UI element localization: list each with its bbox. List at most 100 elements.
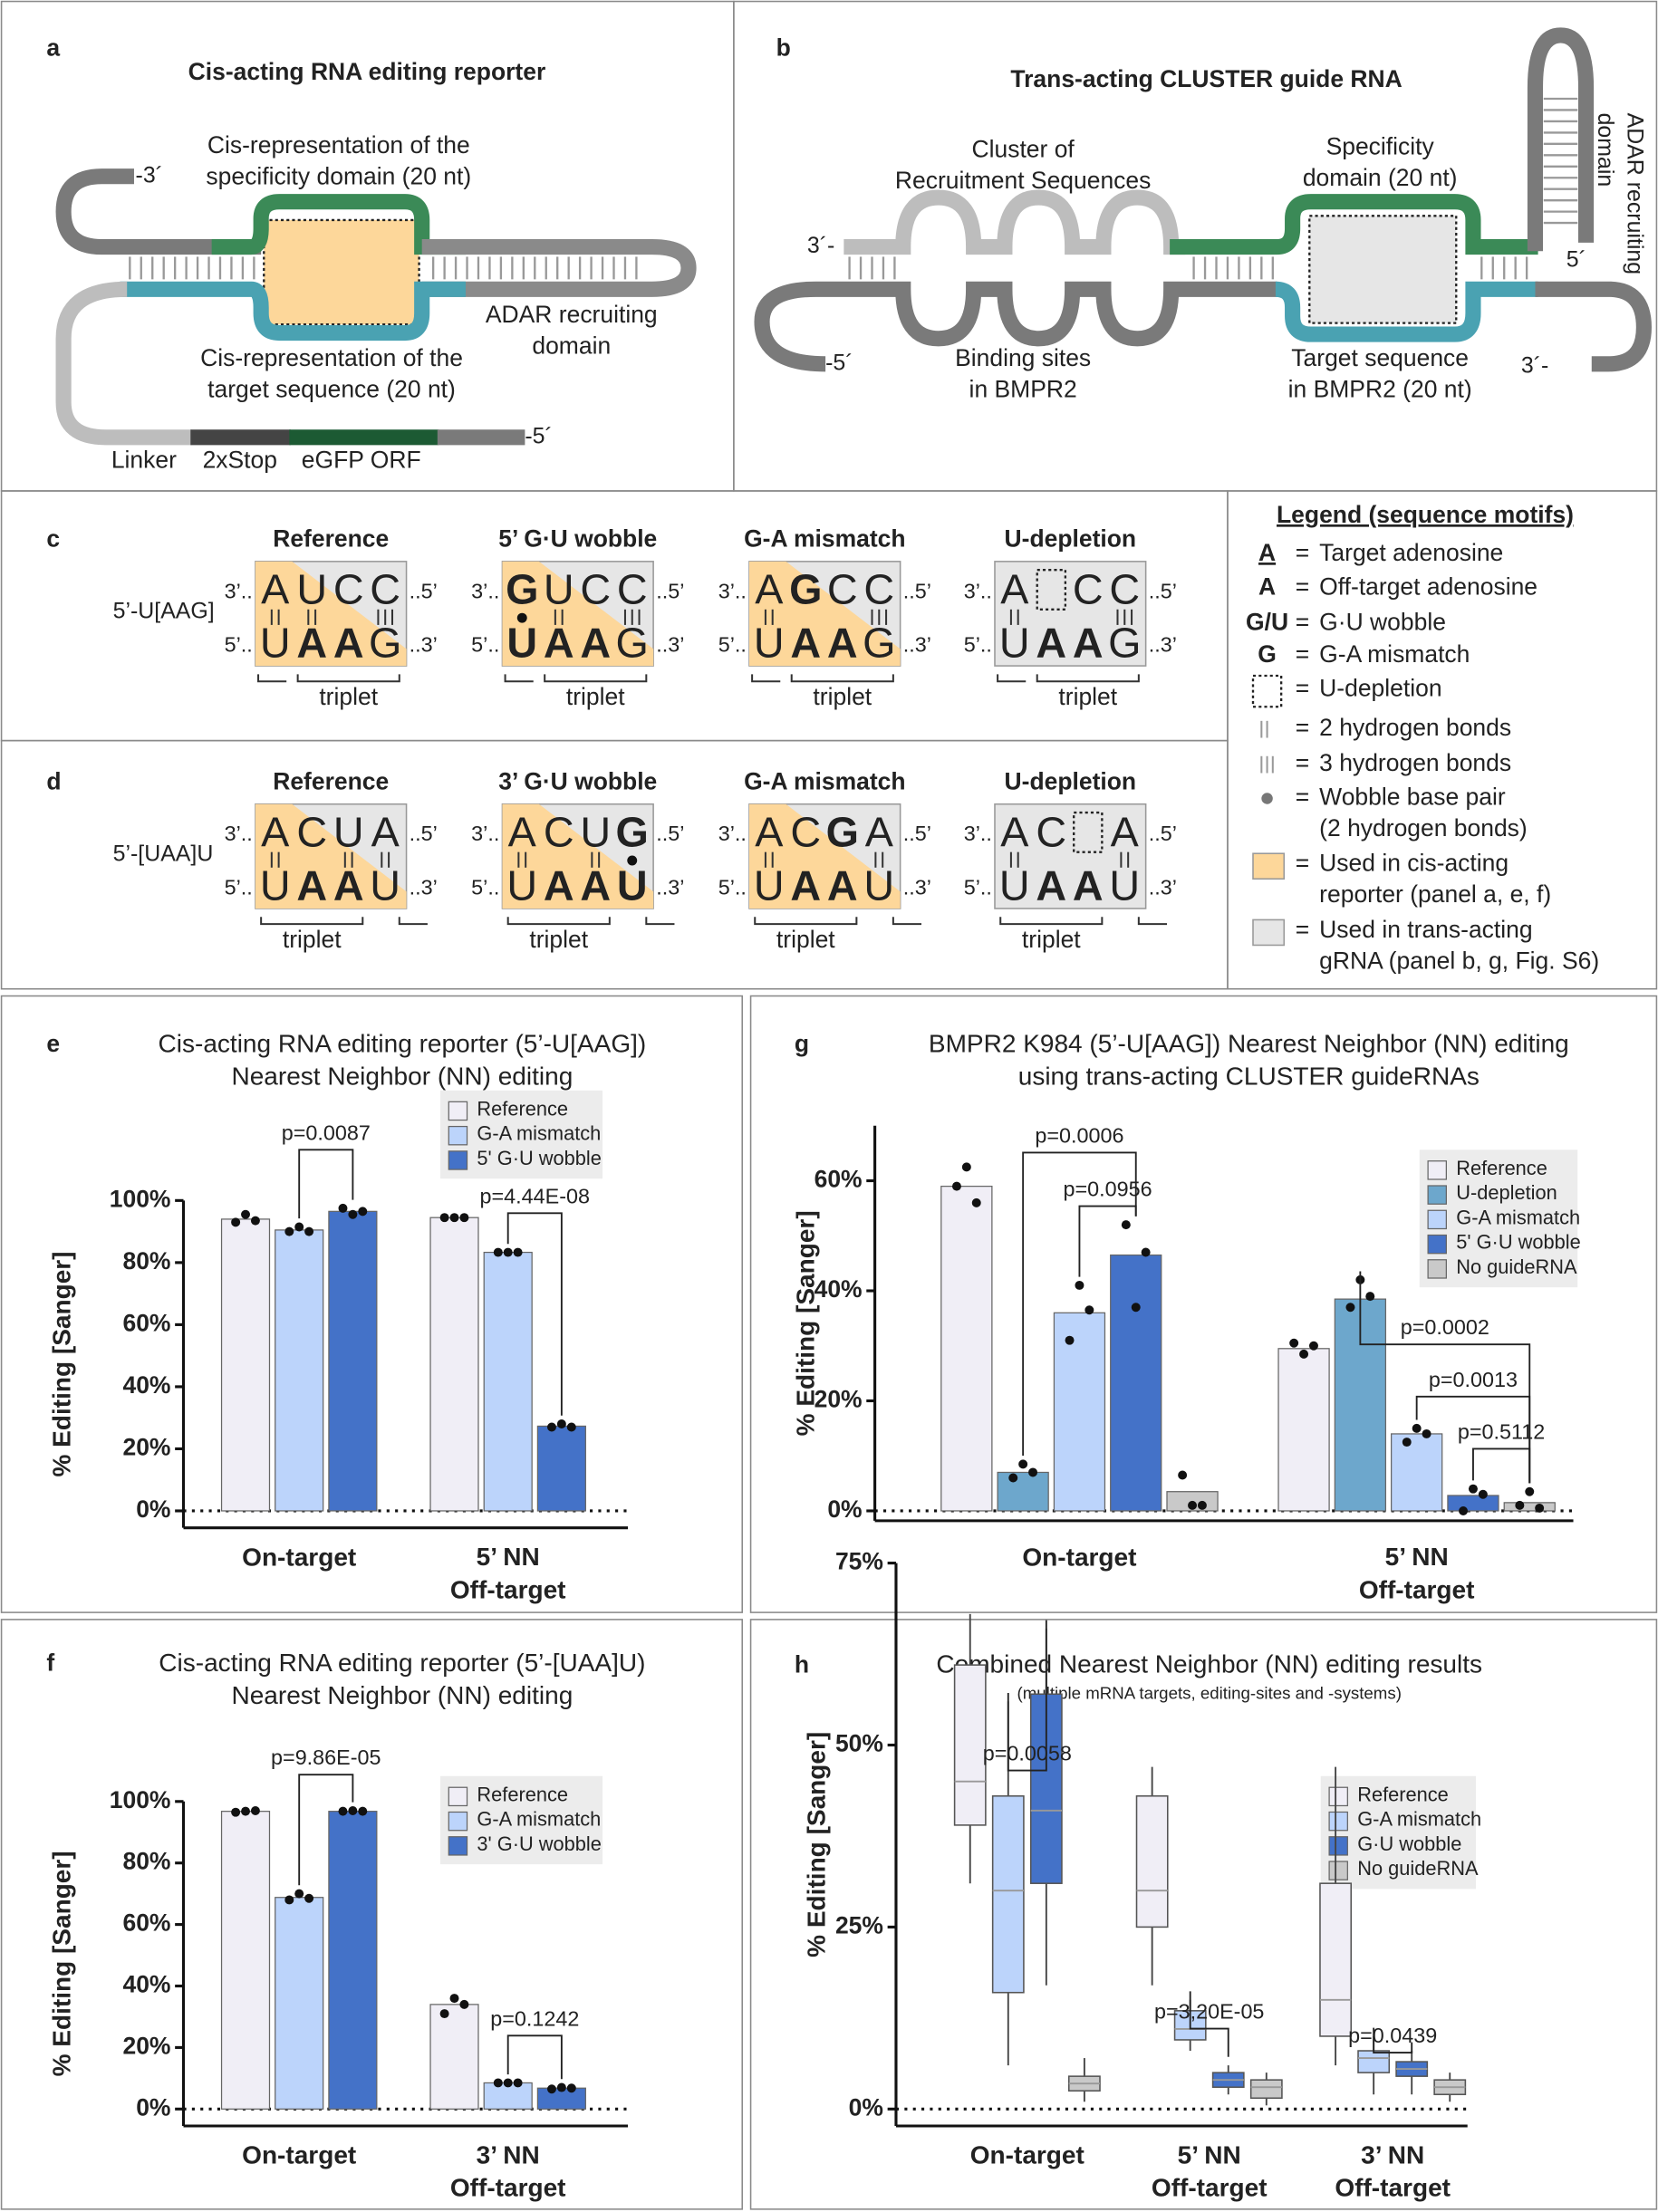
label: c <box>46 524 60 552</box>
data-point <box>348 1209 358 1219</box>
u-depletion <box>1036 569 1067 611</box>
panel-frame <box>749 995 1658 1613</box>
label: G-A mismatch <box>1319 640 1470 668</box>
significance-bracket <box>506 1212 563 1416</box>
base: U <box>863 862 894 909</box>
y-tick-label: 0% <box>136 2093 170 2121</box>
base: A <box>371 808 400 855</box>
legend-swatch <box>448 1811 468 1832</box>
label: ..3’ <box>903 875 931 899</box>
triplet-bracket <box>790 674 894 683</box>
label: triplet <box>283 926 342 953</box>
context-bracket <box>504 674 534 683</box>
legend-label: No guideRNA <box>1456 1255 1577 1278</box>
significance-bracket <box>298 1774 354 1886</box>
reporter-shade <box>749 803 901 909</box>
data-point <box>241 1209 250 1219</box>
box <box>1357 2050 1391 2073</box>
bar <box>1053 1312 1106 1512</box>
specificity-box <box>1308 215 1458 324</box>
legend-label: G-A mismatch <box>477 1808 601 1831</box>
base: G <box>863 620 895 667</box>
label: U-depletion <box>1319 675 1441 702</box>
y-axis-label: % Editing [Sanger] <box>48 1851 76 2076</box>
y-tick-label: 20% <box>122 2032 170 2059</box>
data-point <box>546 1422 556 1432</box>
text-line: 5’ NN <box>477 1543 540 1571</box>
text-line: Off-target <box>450 2174 566 2202</box>
triplet-bracket <box>296 674 400 683</box>
legend-swatch <box>448 1101 468 1121</box>
data-point <box>231 1807 241 1817</box>
data-point <box>961 1162 971 1172</box>
data-point <box>1121 1220 1131 1230</box>
base: A <box>544 862 574 909</box>
bar <box>1277 1348 1330 1512</box>
bar <box>328 1210 378 1512</box>
base: A <box>296 620 327 667</box>
text-line: Used in cis-acting <box>1319 850 1509 877</box>
base: A <box>790 862 821 909</box>
base: C <box>790 808 821 855</box>
data-point <box>1525 1486 1535 1496</box>
base: A <box>580 620 611 667</box>
label: 5’.. <box>718 632 747 656</box>
p-value: p=0.0013 <box>1429 1368 1518 1391</box>
legend-symbol: G/U <box>1246 608 1288 635</box>
label: ..3’ <box>410 632 438 656</box>
data-point <box>951 1181 961 1191</box>
legend-swatch <box>448 1836 468 1856</box>
data-point <box>1075 1280 1084 1290</box>
y-tick-label: 20% <box>815 1385 863 1412</box>
text-line: domain <box>1594 113 1619 188</box>
data-point <box>1422 1428 1431 1438</box>
significance-bracket <box>1078 1205 1137 1277</box>
p-value: p=0.1242 <box>490 2006 579 2030</box>
data-point <box>358 1806 368 1816</box>
legend-label: 5' G·U wobble <box>1456 1231 1580 1254</box>
base: A <box>1111 808 1140 855</box>
data-point <box>546 2084 556 2094</box>
legend-label: G-A mismatch <box>1456 1206 1580 1228</box>
y-tick-label: 40% <box>815 1275 863 1303</box>
label: 3’.. <box>471 579 499 602</box>
chart-title: Cis-acting RNA editing reporter (5’-U[AA… <box>159 1029 647 1057</box>
box <box>991 1794 1025 1994</box>
text-line: ADAR recruiting <box>1623 113 1648 275</box>
label: Target sequence in BMPR2 (20 nt) <box>1288 344 1472 402</box>
label: Cluster of Recruitment Sequences <box>895 136 1151 194</box>
triplet-bracket <box>544 674 648 683</box>
significance-bracket <box>1189 1991 1229 2057</box>
y-tick-label: 50% <box>835 1730 883 1757</box>
significance-bracket <box>1415 1395 1531 1484</box>
label: triplet <box>529 926 588 953</box>
label: ..5’ <box>656 822 684 845</box>
text-line: Wobble base pair <box>1319 783 1506 810</box>
y-tick-label: 80% <box>122 1848 170 1875</box>
data-point <box>358 1207 368 1217</box>
motif-title: 5’ G·U wobble <box>498 524 657 552</box>
text-line: Off-target <box>1152 2174 1268 2202</box>
chart-subtitle: Nearest Neighbor (NN) editing <box>231 1062 573 1090</box>
label: 5’.. <box>225 632 253 656</box>
label: ..3’ <box>1149 632 1177 656</box>
label: Specificity domain (20 nt) <box>1303 133 1458 191</box>
bar <box>1447 1495 1499 1512</box>
base: C <box>580 565 611 612</box>
chart-subtitle: using trans-acting CLUSTER guideRNAs <box>1018 1062 1480 1090</box>
label: 3´- <box>1521 353 1548 379</box>
y-tick-label: 60% <box>122 1909 170 1937</box>
data-point <box>503 1247 513 1257</box>
context-bracket <box>257 674 287 683</box>
base: A <box>261 565 290 612</box>
data-point <box>439 1213 449 1223</box>
triplet-bracket <box>754 917 858 926</box>
label: Linker <box>111 446 177 473</box>
panel-label: g <box>795 1030 809 1057</box>
data-point <box>459 1213 469 1223</box>
text-line: Off-target <box>1359 1576 1475 1604</box>
strand <box>211 194 466 255</box>
text-line: Target sequence <box>1291 344 1469 371</box>
y-tick-label: 60% <box>815 1166 863 1193</box>
